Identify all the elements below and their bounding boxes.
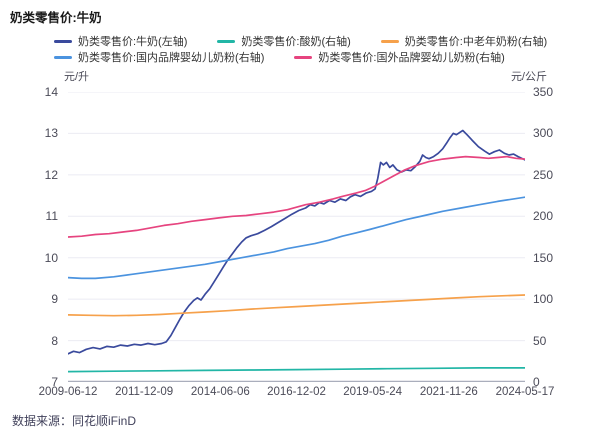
legend-item-domestic-infant[interactable]: 奶类零售价:国内品牌婴幼儿奶粉(右轴) [54,49,264,65]
x-tick-label: 2019-05-24 [343,386,403,398]
legend-item-milk[interactable]: 奶类零售价:牛奶(左轴) [54,33,187,49]
legend-item-foreign-infant[interactable]: 奶类零售价:国外品牌婴幼儿奶粉(右轴) [294,49,505,65]
legend-label: 奶类零售价:国内品牌婴幼儿奶粉(右轴) [78,52,265,64]
left-tick-label: 7 [51,375,58,389]
legend-dash-icon [380,39,399,43]
series-line-domestic-infant [68,196,525,280]
legend-row: 奶类零售价:牛奶(左轴) 奶类零售价:酸奶(右轴) 奶类零售价:中老年奶粉(右轴) [54,33,547,49]
right-tick-label: 350 [533,85,554,99]
right-tick-label: 300 [533,126,554,141]
plot-area[interactable] [68,92,525,382]
legend-item-yogurt[interactable]: 奶类零售价:酸奶(右轴) [217,33,351,49]
series-line-elderly-powder [68,294,525,317]
series-line-yogurt [68,367,525,373]
legend-dash-icon [54,39,72,43]
chart-title: 奶类零售价:牛奶 [10,11,102,25]
x-tick-label: 2016-12-02 [267,386,326,398]
legend-dash-icon [294,55,313,59]
x-tick-label: 2014-06-06 [190,386,250,398]
x-tick-label: 2021-11-26 [419,386,478,398]
left-tick-label: 12 [44,167,58,182]
x-tick-label: 2011-12-09 [115,386,174,398]
right-axis-unit: 元/公斤 [510,71,547,83]
right-tick-label: 100 [533,292,554,307]
legend: 奶类零售价:牛奶(左轴) 奶类零售价:酸奶(右轴) 奶类零售价:中老年奶粉(右轴) 奶… [54,33,547,65]
left-tick-label: 9 [51,292,58,307]
data-source-note: 数据来源：同花顺iFinD [12,414,137,428]
right-tick-label: 150 [533,250,554,265]
left-tick-label: 11 [45,209,58,224]
legend-label: 奶类零售价:牛奶(左轴) [78,36,188,48]
series-line-foreign-infant [68,155,525,238]
legend-dash-icon [217,39,236,43]
left-tick-label: 13 [44,126,58,141]
left-tick-label: 8 [51,333,58,348]
legend-dash-icon [54,55,72,59]
legend-label: 奶类零售价:国外品牌婴幼儿奶粉(右轴) [318,52,505,64]
legend-item-elderly-powder[interactable]: 奶类零售价:中老年奶粉(右轴) [380,33,548,49]
legend-label: 奶类零售价:中老年奶粉(右轴) [404,36,548,48]
legend-row: 奶类零售价:国内品牌婴幼儿奶粉(右轴) 奶类零售价:国外品牌婴幼儿奶粉(右轴) [54,49,547,65]
right-tick-label: 50 [533,333,547,348]
left-tick-label: 14 [44,85,58,99]
x-tick-label: 2024-05-17 [495,386,555,398]
left-tick-label: 10 [44,250,58,265]
legend-label: 奶类零售价:酸奶(右轴) [241,36,351,48]
series-line-milk [68,129,525,355]
left-axis-unit: 元/升 [64,71,90,83]
right-tick-label: 200 [533,209,554,224]
right-tick-label: 250 [533,167,554,182]
right-tick-label: 0 [533,375,540,389]
x-tick-label: 2009-06-12 [38,386,98,398]
